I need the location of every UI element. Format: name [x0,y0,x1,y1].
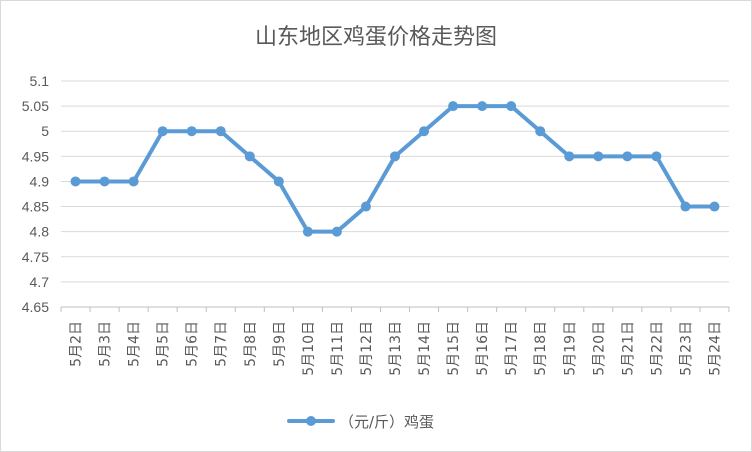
y-tick-label: 5.1 [30,73,50,89]
x-tick-label: 5月18日 [533,321,549,376]
data-point [593,151,604,162]
x-tick-label: 5月5日 [156,321,172,367]
x-tick-label: 5月15日 [446,321,462,376]
data-point [215,126,226,137]
data-point [157,126,168,137]
data-point [302,226,313,237]
gridlines [61,80,729,283]
x-tick-label: 5月10日 [301,321,317,376]
data-point [390,151,400,162]
x-tick-label: 5月22日 [649,321,665,376]
x-tick-label: 5月23日 [678,321,694,376]
x-tick-label: 5月11日 [330,321,346,376]
y-tick-label: 5.05 [22,98,49,114]
x-axis [60,306,730,312]
y-tick-label: 4.65 [22,299,49,315]
data-point [419,126,430,137]
data-point [128,176,139,187]
y-tick-label: 5 [41,123,49,139]
x-tick-label: 5月19日 [562,321,578,376]
x-tick-label: 5月14日 [417,321,433,376]
y-tick-label: 4.7 [30,274,50,290]
data-point [331,226,342,237]
legend-series-label: （元/斤）鸡蛋 [339,413,434,431]
x-tick-label: 5月17日 [504,321,520,376]
data-point [99,176,110,187]
x-tick-label: 5月8日 [243,321,259,367]
x-tick-label: 5月9日 [272,321,288,367]
x-tick-label: 5月21日 [620,321,636,376]
legend[interactable]: （元/斤）鸡蛋 [287,413,434,431]
data-point [448,101,459,112]
data-point [680,201,691,212]
y-tick-label: 4.9 [30,173,50,189]
data-point [70,176,81,187]
chart-title: 山东地区鸡蛋价格走势图 [255,25,497,50]
data-point [535,126,546,137]
x-tick-label: 5月12日 [359,321,375,376]
y-tick-label: 4.75 [22,249,49,265]
x-tick-label: 5月3日 [98,321,114,367]
x-tick-label: 5月6日 [185,321,201,367]
x-tick-label: 5月20日 [591,321,607,376]
x-tick-label: 5月16日 [475,321,491,376]
data-point [244,151,255,162]
series-layer [70,101,720,237]
data-point [564,151,575,162]
x-axis-ticks: 5月2日 5月3日 5月4日 5月5日 5月6日 5月7日 5月8日 5月9日 5月10日 5月1… [69,321,724,376]
data-point [186,126,197,137]
y-tick-label: 4.8 [30,224,50,240]
x-tick-label: 5月2日 [69,321,85,367]
data-point [506,101,517,112]
x-tick-label: 5月13日 [388,321,404,376]
y-axis-ticks: 4.65 4.7 4.75 4.8 4.85 4.9 4.95 5 5.05 5.1 [22,73,49,315]
x-tick-label: 5月4日 [127,321,143,367]
data-point [622,151,633,162]
data-point [477,101,488,112]
y-tick-label: 4.95 [22,148,49,164]
legend-series-marker [306,416,316,426]
x-tick-label: 5月24日 [707,321,723,376]
data-point [273,176,284,187]
x-tick-label: 5月7日 [214,321,230,367]
y-tick-label: 4.85 [22,199,49,215]
data-point [709,201,720,212]
data-point [651,151,662,162]
data-point [360,201,371,212]
series-line [73,104,717,234]
